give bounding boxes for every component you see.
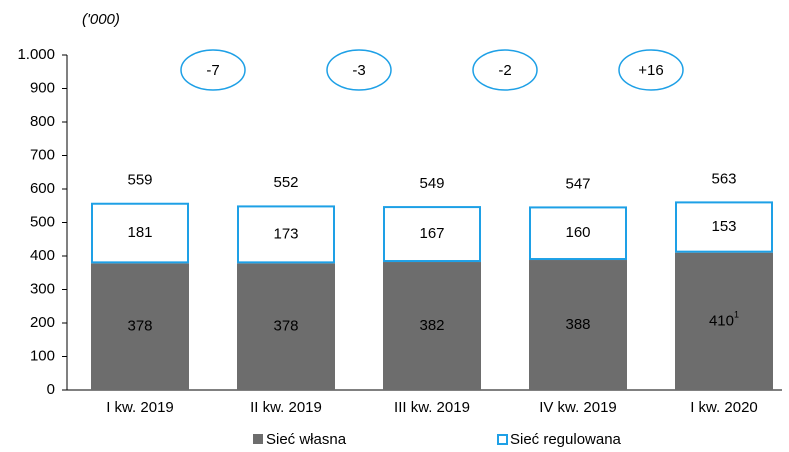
y-tick-label: 500 xyxy=(30,213,55,230)
legend-label: Sieć własna xyxy=(266,431,347,448)
bar-segment xyxy=(91,202,189,264)
legend-swatch xyxy=(253,434,263,444)
value-label: 378 xyxy=(127,318,152,335)
value-label: 4101 xyxy=(709,310,739,330)
value-label: 173 xyxy=(273,225,298,242)
bar-segment xyxy=(237,263,335,390)
bar-segment xyxy=(529,260,627,390)
value-label-text: 378 xyxy=(127,318,152,335)
y-tick-label: 1.000 xyxy=(17,46,55,63)
value-label: 378 xyxy=(273,318,298,335)
unit-label: ('000) xyxy=(82,11,120,28)
x-tick-label: I kw. 2019 xyxy=(106,399,174,416)
value-label: 167 xyxy=(419,225,444,242)
change-label: +16 xyxy=(638,62,663,79)
legend-label: Sieć regulowana xyxy=(510,431,622,448)
change-bubble xyxy=(326,49,392,91)
value-label: 181 xyxy=(127,224,152,241)
total-label: 549 xyxy=(419,175,444,192)
bar-segment xyxy=(91,263,189,390)
value-label: 382 xyxy=(419,317,444,334)
total-label: 552 xyxy=(273,174,298,191)
value-label-text: 410 xyxy=(709,312,734,329)
x-tick-label: II kw. 2019 xyxy=(250,399,322,416)
value-label-text: 378 xyxy=(273,318,298,335)
change-bubble xyxy=(180,49,246,91)
value-label-text: 167 xyxy=(419,225,444,242)
change-bubble xyxy=(618,49,684,91)
total-label: 547 xyxy=(565,176,590,193)
change-label: -2 xyxy=(498,62,511,79)
x-tick-label: I kw. 2020 xyxy=(690,399,758,416)
y-tick-label: 700 xyxy=(30,146,55,163)
value-label-text: 181 xyxy=(127,224,152,241)
bar-segment xyxy=(383,262,481,390)
y-tick-label: 900 xyxy=(30,79,55,96)
value-label-text: 388 xyxy=(565,316,590,333)
bar-segment xyxy=(529,206,627,261)
y-tick-label: 100 xyxy=(30,347,55,364)
value-label: 160 xyxy=(565,224,590,241)
legend-swatch xyxy=(497,434,508,445)
value-label-text: 173 xyxy=(273,225,298,242)
bar-segment xyxy=(237,205,335,264)
y-tick-label: 400 xyxy=(30,247,55,264)
x-tick-label: IV kw. 2019 xyxy=(539,399,617,416)
change-label: -7 xyxy=(206,62,219,79)
total-label: 559 xyxy=(127,172,152,189)
y-tick-label: 200 xyxy=(30,314,55,331)
change-label: -3 xyxy=(352,62,365,79)
total-label: 563 xyxy=(711,170,736,187)
value-label: 388 xyxy=(565,316,590,333)
y-tick-label: 0 xyxy=(47,381,55,398)
bar-segment xyxy=(675,252,773,390)
value-label-text: 153 xyxy=(711,218,736,235)
x-tick-label: III kw. 2019 xyxy=(394,399,470,416)
y-tick-label: 800 xyxy=(30,113,55,130)
value-label: 153 xyxy=(711,218,736,235)
y-tick-label: 300 xyxy=(30,280,55,297)
change-bubble xyxy=(472,49,538,91)
bar-segment xyxy=(675,201,773,253)
footnote-mark: 1 xyxy=(734,310,739,320)
bar-segment xyxy=(383,206,481,263)
value-label-text: 382 xyxy=(419,317,444,334)
value-label-text: 160 xyxy=(565,224,590,241)
y-tick-label: 600 xyxy=(30,180,55,197)
